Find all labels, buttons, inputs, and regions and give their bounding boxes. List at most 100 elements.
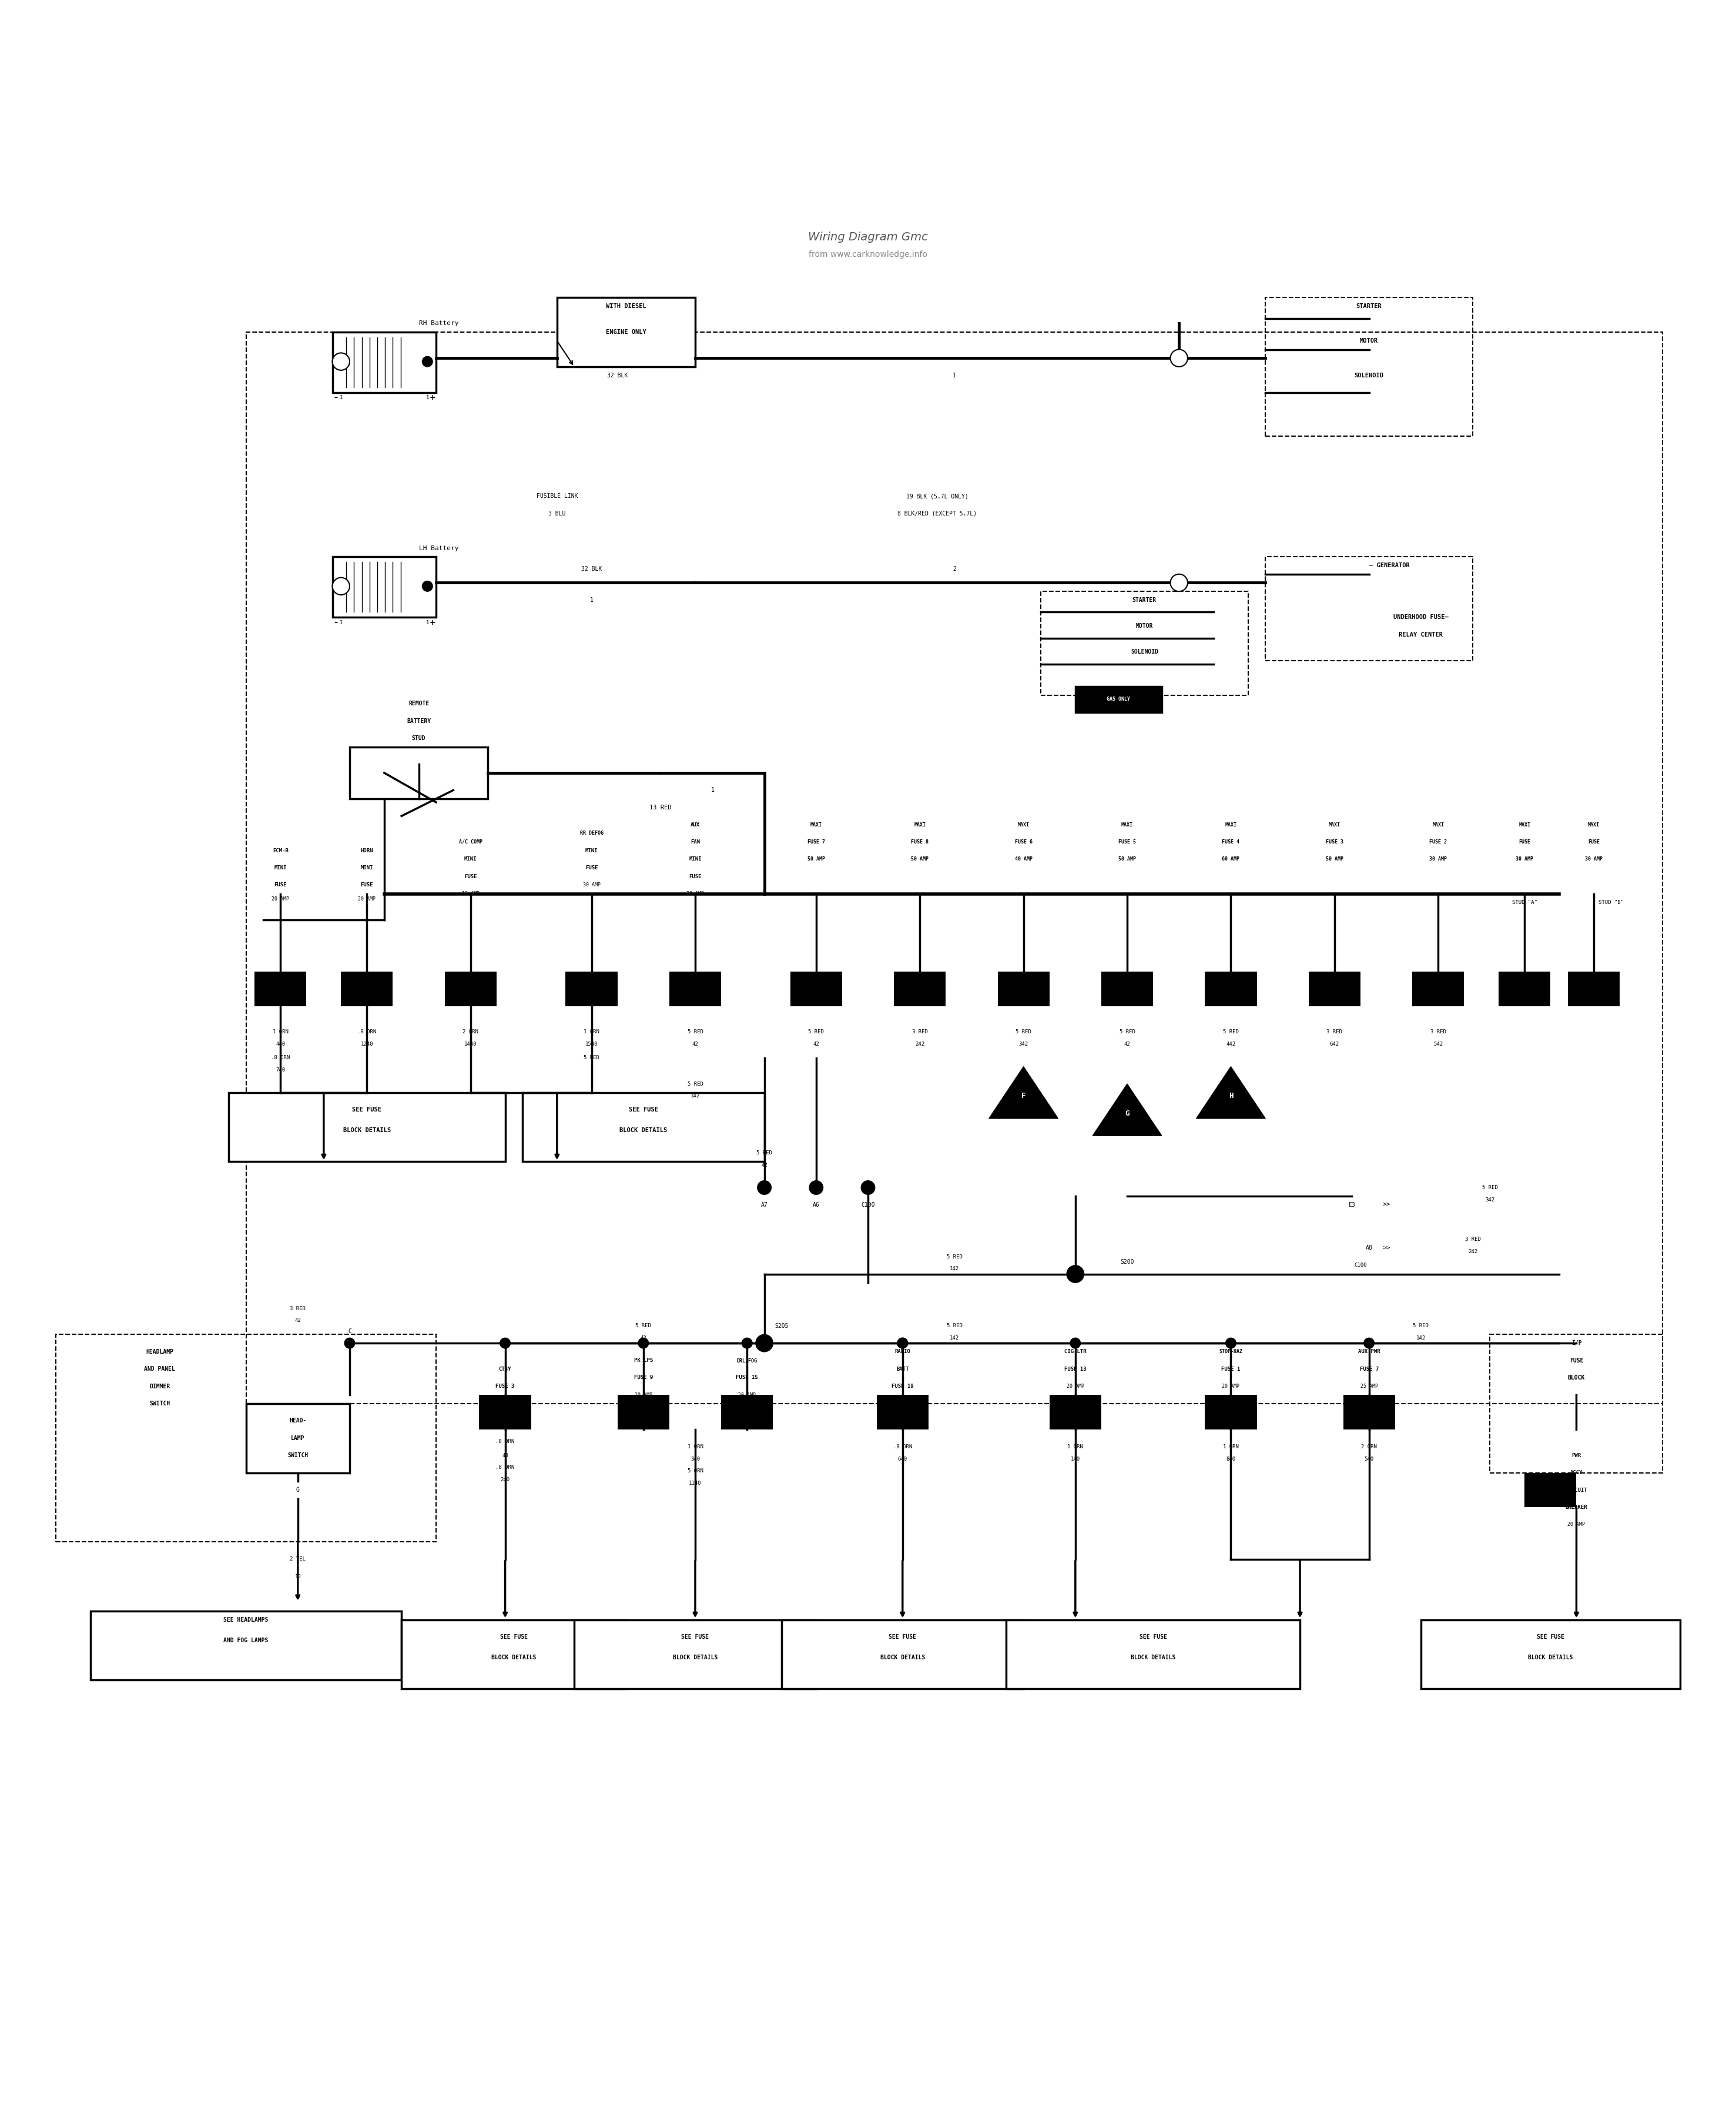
Text: 32 BLK: 32 BLK — [582, 565, 602, 571]
Text: 1: 1 — [425, 620, 429, 624]
Text: 20 AMP: 20 AMP — [635, 1392, 653, 1399]
Circle shape — [1170, 573, 1187, 590]
Text: MAXI: MAXI — [1121, 821, 1134, 827]
Text: 2 ORN: 2 ORN — [464, 1028, 479, 1035]
Text: 1: 1 — [340, 396, 342, 400]
Text: DIMMER: DIMMER — [149, 1384, 170, 1390]
Circle shape — [741, 1337, 752, 1348]
Text: 10 AMP: 10 AMP — [462, 891, 479, 897]
Text: C100: C100 — [861, 1202, 875, 1208]
Text: WITH DIESEL: WITH DIESEL — [606, 303, 646, 309]
Text: 3 RED: 3 RED — [1430, 1028, 1446, 1035]
Text: CTSY: CTSY — [498, 1367, 512, 1371]
Text: 10: 10 — [295, 1574, 300, 1579]
Text: MINI: MINI — [361, 865, 373, 870]
Text: 1: 1 — [953, 372, 957, 379]
Text: SEE FUSE: SEE FUSE — [1139, 1634, 1167, 1640]
Text: 20 AMP: 20 AMP — [273, 897, 290, 901]
Text: STOP-HAZ: STOP-HAZ — [1219, 1350, 1243, 1354]
Text: PWR: PWR — [1571, 1454, 1581, 1458]
Text: FUSE 5: FUSE 5 — [1118, 840, 1135, 844]
Text: 5 ORN: 5 ORN — [687, 1469, 703, 1473]
Text: 5 RED: 5 RED — [757, 1151, 773, 1155]
Text: FUSE 7: FUSE 7 — [807, 840, 825, 844]
Text: BLOCK DETAILS: BLOCK DETAILS — [491, 1655, 536, 1661]
Text: 5 RED: 5 RED — [687, 1028, 703, 1035]
Circle shape — [332, 353, 349, 370]
Text: FUSE: FUSE — [464, 874, 477, 878]
Text: E3: E3 — [1349, 1202, 1356, 1208]
Bar — [247, 332, 1663, 1403]
Text: 40 AMP: 40 AMP — [1014, 857, 1033, 861]
Text: LH Battery: LH Battery — [418, 546, 458, 550]
Text: 5 RED: 5 RED — [1120, 1028, 1135, 1035]
Text: SEE FUSE: SEE FUSE — [682, 1634, 708, 1640]
Text: AND PANEL: AND PANEL — [144, 1367, 175, 1371]
Bar — [1075, 686, 1161, 713]
Text: 20 AMP: 20 AMP — [1066, 1384, 1085, 1388]
Bar — [401, 1619, 627, 1689]
Text: 10 AMP: 10 AMP — [894, 1401, 911, 1407]
Bar — [444, 971, 496, 1005]
Text: FUSE: FUSE — [1588, 840, 1599, 844]
Bar — [90, 1610, 401, 1680]
Bar — [1309, 971, 1361, 1005]
Text: Wiring Diagram Gmc: Wiring Diagram Gmc — [807, 231, 929, 243]
Text: 42: 42 — [812, 1041, 819, 1047]
Circle shape — [1066, 1265, 1083, 1282]
Text: MAXI: MAXI — [1432, 821, 1444, 827]
Text: 30 AMP: 30 AMP — [583, 882, 601, 889]
Text: +: + — [429, 394, 436, 402]
Text: STUD "A": STUD "A" — [1512, 899, 1536, 906]
Text: from www.carknowledge.info: from www.carknowledge.info — [809, 250, 927, 258]
Text: 5 RED: 5 RED — [1483, 1185, 1498, 1191]
Circle shape — [1226, 1337, 1236, 1348]
Text: FUSE 7: FUSE 7 — [1359, 1367, 1378, 1371]
Bar — [998, 971, 1050, 1005]
Bar — [56, 1335, 436, 1543]
Bar — [349, 747, 488, 798]
Circle shape — [332, 578, 349, 595]
Bar — [229, 1092, 505, 1162]
Text: REMOTE: REMOTE — [408, 700, 429, 707]
Text: MAXI: MAXI — [811, 821, 823, 827]
Text: BLOCK DETAILS: BLOCK DETAILS — [344, 1128, 391, 1134]
Text: STARTER: STARTER — [1356, 303, 1382, 309]
Text: MAXI: MAXI — [1519, 821, 1531, 827]
Polygon shape — [1196, 1066, 1266, 1119]
Text: FUSE: FUSE — [361, 882, 373, 889]
Text: 19 BLK (5.7L ONLY): 19 BLK (5.7L ONLY) — [906, 493, 969, 499]
Circle shape — [898, 1337, 908, 1348]
Text: >>: >> — [1382, 1244, 1391, 1251]
Text: BLOCK DETAILS: BLOCK DETAILS — [1130, 1655, 1175, 1661]
Text: PK LPS: PK LPS — [634, 1358, 653, 1363]
Bar — [332, 332, 436, 394]
Bar — [479, 1394, 531, 1430]
Text: MAXI: MAXI — [913, 821, 925, 827]
Text: I/P: I/P — [1571, 1339, 1581, 1346]
Text: –: – — [333, 618, 337, 626]
Bar — [1050, 1394, 1101, 1430]
Text: SEE HEADLAMPS: SEE HEADLAMPS — [224, 1617, 269, 1623]
Text: 13 RED: 13 RED — [649, 804, 672, 810]
Text: STUD "B": STUD "B" — [1599, 899, 1623, 906]
Text: 32 BLK: 32 BLK — [608, 372, 628, 379]
Text: MINI: MINI — [274, 865, 286, 870]
Text: 242: 242 — [1469, 1248, 1477, 1255]
Text: 20 AMP: 20 AMP — [358, 897, 375, 901]
Text: HEAD-: HEAD- — [290, 1418, 307, 1424]
Text: A/C COMP: A/C COMP — [458, 840, 483, 844]
Text: .8 ORN: .8 ORN — [271, 1056, 290, 1060]
Text: GAS ONLY: GAS ONLY — [1108, 696, 1130, 703]
Text: FUSE: FUSE — [585, 865, 597, 870]
Bar — [618, 1394, 670, 1430]
Text: SEE FUSE: SEE FUSE — [889, 1634, 917, 1640]
Text: STUD: STUD — [411, 736, 425, 741]
Text: 42: 42 — [295, 1318, 300, 1322]
Text: 240: 240 — [500, 1477, 510, 1483]
Text: +: + — [429, 618, 436, 626]
Text: 30 AMP: 30 AMP — [1585, 857, 1602, 861]
Text: G: G — [297, 1488, 300, 1494]
Text: SEE FUSE: SEE FUSE — [1536, 1634, 1564, 1640]
Text: 3 BLU: 3 BLU — [549, 510, 566, 516]
